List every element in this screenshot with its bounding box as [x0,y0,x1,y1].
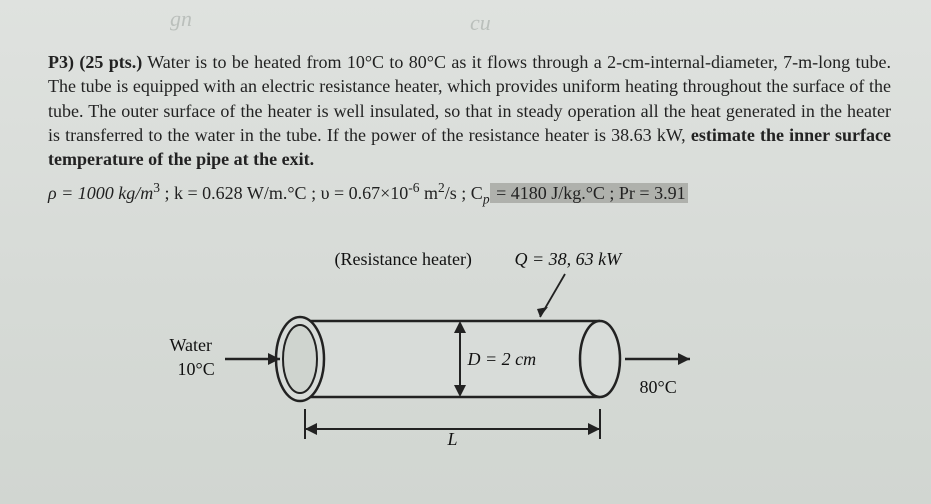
artifact-text: gn [170,6,192,32]
nu-tail: /s ; C [445,183,483,203]
cp-sub: p [483,192,490,207]
cp-pr: = 4180 J/kg.°C ; Pr = 3.91 [490,183,688,203]
tube-body-fill [300,321,600,397]
tube-left-cap-inner [283,325,317,393]
tube-right-cap [580,321,620,397]
problem-statement: P3) (25 pts.) Water is to be heated from… [48,50,891,171]
problem-label: P3) (25 pts.) [48,52,142,72]
nu-unit-exp: 2 [438,180,445,195]
dim-arrow-right [588,423,600,435]
artifact-text: cu [470,10,491,36]
fluid-properties: ρ = 1000 kg/m3 ; k = 0.628 W/m.°C ; υ = … [48,181,891,206]
nu-exp: -6 [408,180,419,195]
outlet-temp-label: 80°C [640,377,677,398]
heater-label: (Resistance heater) [335,249,472,270]
k-value: ; k = 0.628 W/m.°C [160,183,311,203]
tube-figure: (Resistance heater) Q = 38, 63 kW Water … [170,229,770,459]
q-label: Q = 38, 63 kW [515,249,622,270]
nu-unit: m [420,183,439,203]
rho: ρ = 1000 kg/m [48,183,153,203]
inlet-temp-label: 10°C [178,359,215,380]
diameter-label: D = 2 cm [468,349,537,370]
dim-arrow-left [305,423,317,435]
outlet-arrow-head [678,353,690,365]
heater-arrow-head [537,307,548,317]
length-label: L [448,429,458,450]
nu-value: ; υ = 0.67×10 [311,183,408,203]
water-label: Water [170,335,213,356]
